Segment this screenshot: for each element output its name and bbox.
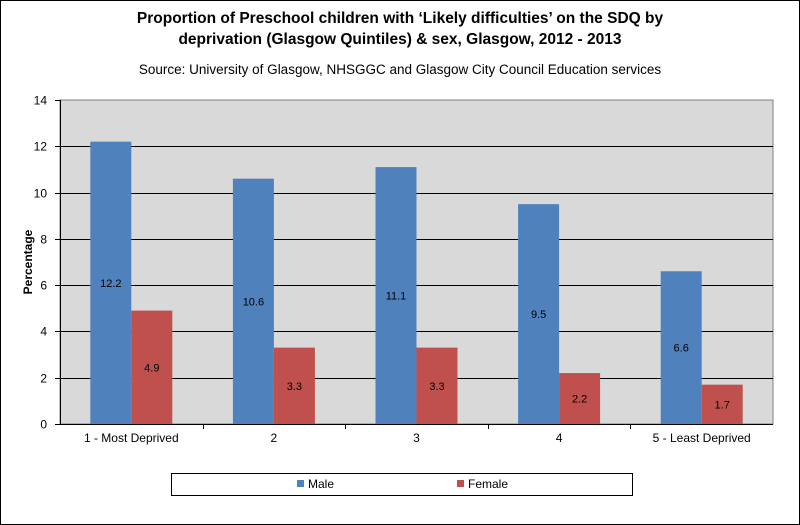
bar-male (660, 271, 702, 424)
y-tick-label: 0 (40, 418, 47, 432)
y-tick-label: 14 (34, 94, 48, 108)
y-tick-label: 10 (34, 187, 48, 201)
chart-svg: 0 2 4 6 8 10 12 14 Percentage 1 - Most Deprived 12… (21, 94, 774, 445)
chart-title-line-1: Proportion of Preschool children with ‘L… (136, 10, 664, 27)
data-label-female: 3.3 (287, 381, 302, 393)
bar-male (232, 178, 274, 424)
y-tick-label: 12 (34, 140, 48, 154)
data-label-male: 12.2 (100, 278, 121, 290)
x-tick-label: 1 - Most Deprived (84, 431, 179, 445)
y-axis-label: Percentage (21, 229, 35, 294)
y-tick-label: 2 (40, 372, 47, 386)
data-label-female: 2.2 (572, 394, 587, 406)
y-tick-label: 8 (40, 233, 47, 247)
x-tick-label: 5 - Least Deprived (653, 431, 751, 445)
bar-male (375, 167, 417, 424)
x-tick-label: 2 (271, 431, 278, 445)
data-label-male: 9.5 (531, 309, 546, 321)
chart-title: Proportion of Preschool children with ‘L… (0, 8, 800, 50)
legend-swatch-male (297, 480, 304, 487)
legend-label-male: Male (308, 477, 335, 491)
data-label-male: 6.6 (674, 343, 689, 355)
legend: Male Female (171, 473, 633, 496)
bar-male (518, 204, 560, 424)
legend-label-female: Female (468, 477, 509, 491)
data-label-male: 11.1 (386, 291, 407, 303)
y-tick-label: 4 (40, 325, 47, 339)
x-tick-label: 3 (413, 431, 420, 445)
data-label-male: 10.6 (243, 296, 264, 308)
chart-subtitle: Source: University of Glasgow, NHSGGC an… (138, 62, 662, 77)
data-label-female: 4.9 (144, 362, 159, 374)
chart-title-line-2: deprivation (Glasgow Quintiles) & sex, G… (178, 31, 622, 48)
x-tick-label: 4 (556, 431, 563, 445)
legend-swatch-female (457, 480, 464, 487)
data-label-female: 1.7 (715, 399, 730, 411)
bar-female (273, 347, 315, 424)
y-tick-label: 6 (40, 279, 47, 293)
bar-male (90, 141, 132, 424)
data-label-female: 3.3 (429, 381, 444, 393)
bar-female (701, 384, 743, 424)
bar-female (559, 373, 601, 424)
bar-female (131, 310, 173, 424)
bar-female (416, 347, 458, 424)
